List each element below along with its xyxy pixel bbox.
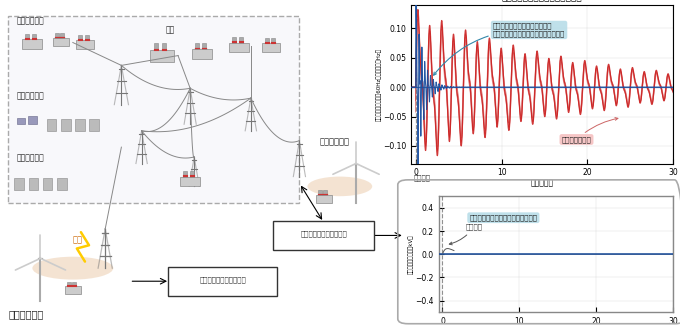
Bar	[190, 171, 194, 177]
Bar	[316, 195, 332, 203]
Text: 落雷発生: 落雷発生	[414, 174, 431, 181]
Bar	[73, 282, 76, 286]
Text: 風力発電機１: 風力発電機１	[8, 309, 44, 319]
Text: レトロフィット制御器１: レトロフィット制御器１	[199, 276, 246, 283]
Bar	[85, 35, 89, 40]
FancyBboxPatch shape	[8, 16, 299, 203]
Ellipse shape	[12, 114, 93, 134]
Text: 電力消費者群: 電力消費者群	[16, 153, 44, 162]
Bar	[17, 118, 25, 124]
Bar	[163, 43, 167, 50]
Bar	[76, 40, 94, 49]
Bar	[22, 39, 42, 49]
Text: 落雷: 落雷	[73, 235, 83, 244]
X-axis label: 時間（秒）: 時間（秒）	[530, 179, 554, 188]
Bar	[78, 35, 82, 40]
Bar	[150, 50, 174, 62]
Text: レトロフィット制御器１により
周波数変動が速やかに抑えられている: レトロフィット制御器１により 周波数変動が速やかに抑えられている	[434, 23, 565, 75]
Bar	[271, 38, 275, 43]
Bar	[183, 171, 187, 177]
Text: 電力消費者群: 電力消費者群	[16, 91, 44, 100]
Bar	[89, 119, 99, 131]
Bar	[323, 190, 327, 195]
Text: 火力発電機群: 火力発電機群	[16, 16, 44, 25]
Bar	[54, 33, 58, 38]
Y-axis label: 全発電機の周波数の60Hzからのずれ（Hz）: 全発電機の周波数の60Hzからのずれ（Hz）	[376, 48, 381, 121]
Text: レトロフィット制御器２: レトロフィット制御器２	[301, 231, 347, 237]
Bar	[28, 116, 37, 124]
Bar	[318, 190, 322, 195]
Bar	[154, 43, 158, 50]
Bar	[33, 33, 37, 39]
Bar	[14, 178, 24, 190]
Text: 工場: 工場	[166, 26, 175, 35]
FancyBboxPatch shape	[273, 221, 374, 250]
Bar	[65, 286, 81, 294]
Ellipse shape	[222, 46, 287, 65]
Bar	[52, 38, 69, 46]
Ellipse shape	[307, 177, 372, 196]
Ellipse shape	[12, 177, 93, 196]
Bar	[265, 38, 269, 43]
Ellipse shape	[174, 181, 231, 198]
Y-axis label: 制御入力の大きさ（kV）: 制御入力の大きさ（kV）	[408, 234, 414, 274]
Text: 落雷発生: 落雷発生	[449, 224, 483, 245]
Bar	[192, 49, 212, 59]
Bar	[239, 37, 243, 43]
Bar	[75, 119, 85, 131]
Bar	[262, 43, 280, 52]
Bar	[67, 282, 71, 286]
Bar	[29, 178, 38, 190]
FancyBboxPatch shape	[168, 267, 277, 296]
Bar	[47, 119, 56, 131]
Ellipse shape	[12, 43, 93, 62]
Bar	[202, 43, 206, 49]
Bar	[195, 43, 199, 49]
Title: 風力発電機１に落雷発生時の応答: 風力発電機１に落雷発生時の応答	[502, 0, 583, 3]
Bar	[232, 37, 236, 43]
Ellipse shape	[141, 56, 214, 75]
Bar	[43, 178, 52, 190]
Bar	[228, 43, 249, 52]
Bar	[57, 178, 67, 190]
Bar	[61, 119, 71, 131]
Text: 制御しない場合: 制御しない場合	[562, 117, 618, 143]
Text: 風力発電機２: 風力発電機２	[320, 137, 350, 146]
Bar	[61, 33, 65, 38]
Ellipse shape	[33, 257, 114, 280]
Bar	[25, 33, 29, 39]
Text: レトロフィット制御器２は動かない: レトロフィット制御器２は動かない	[469, 215, 537, 221]
Bar	[180, 177, 201, 186]
